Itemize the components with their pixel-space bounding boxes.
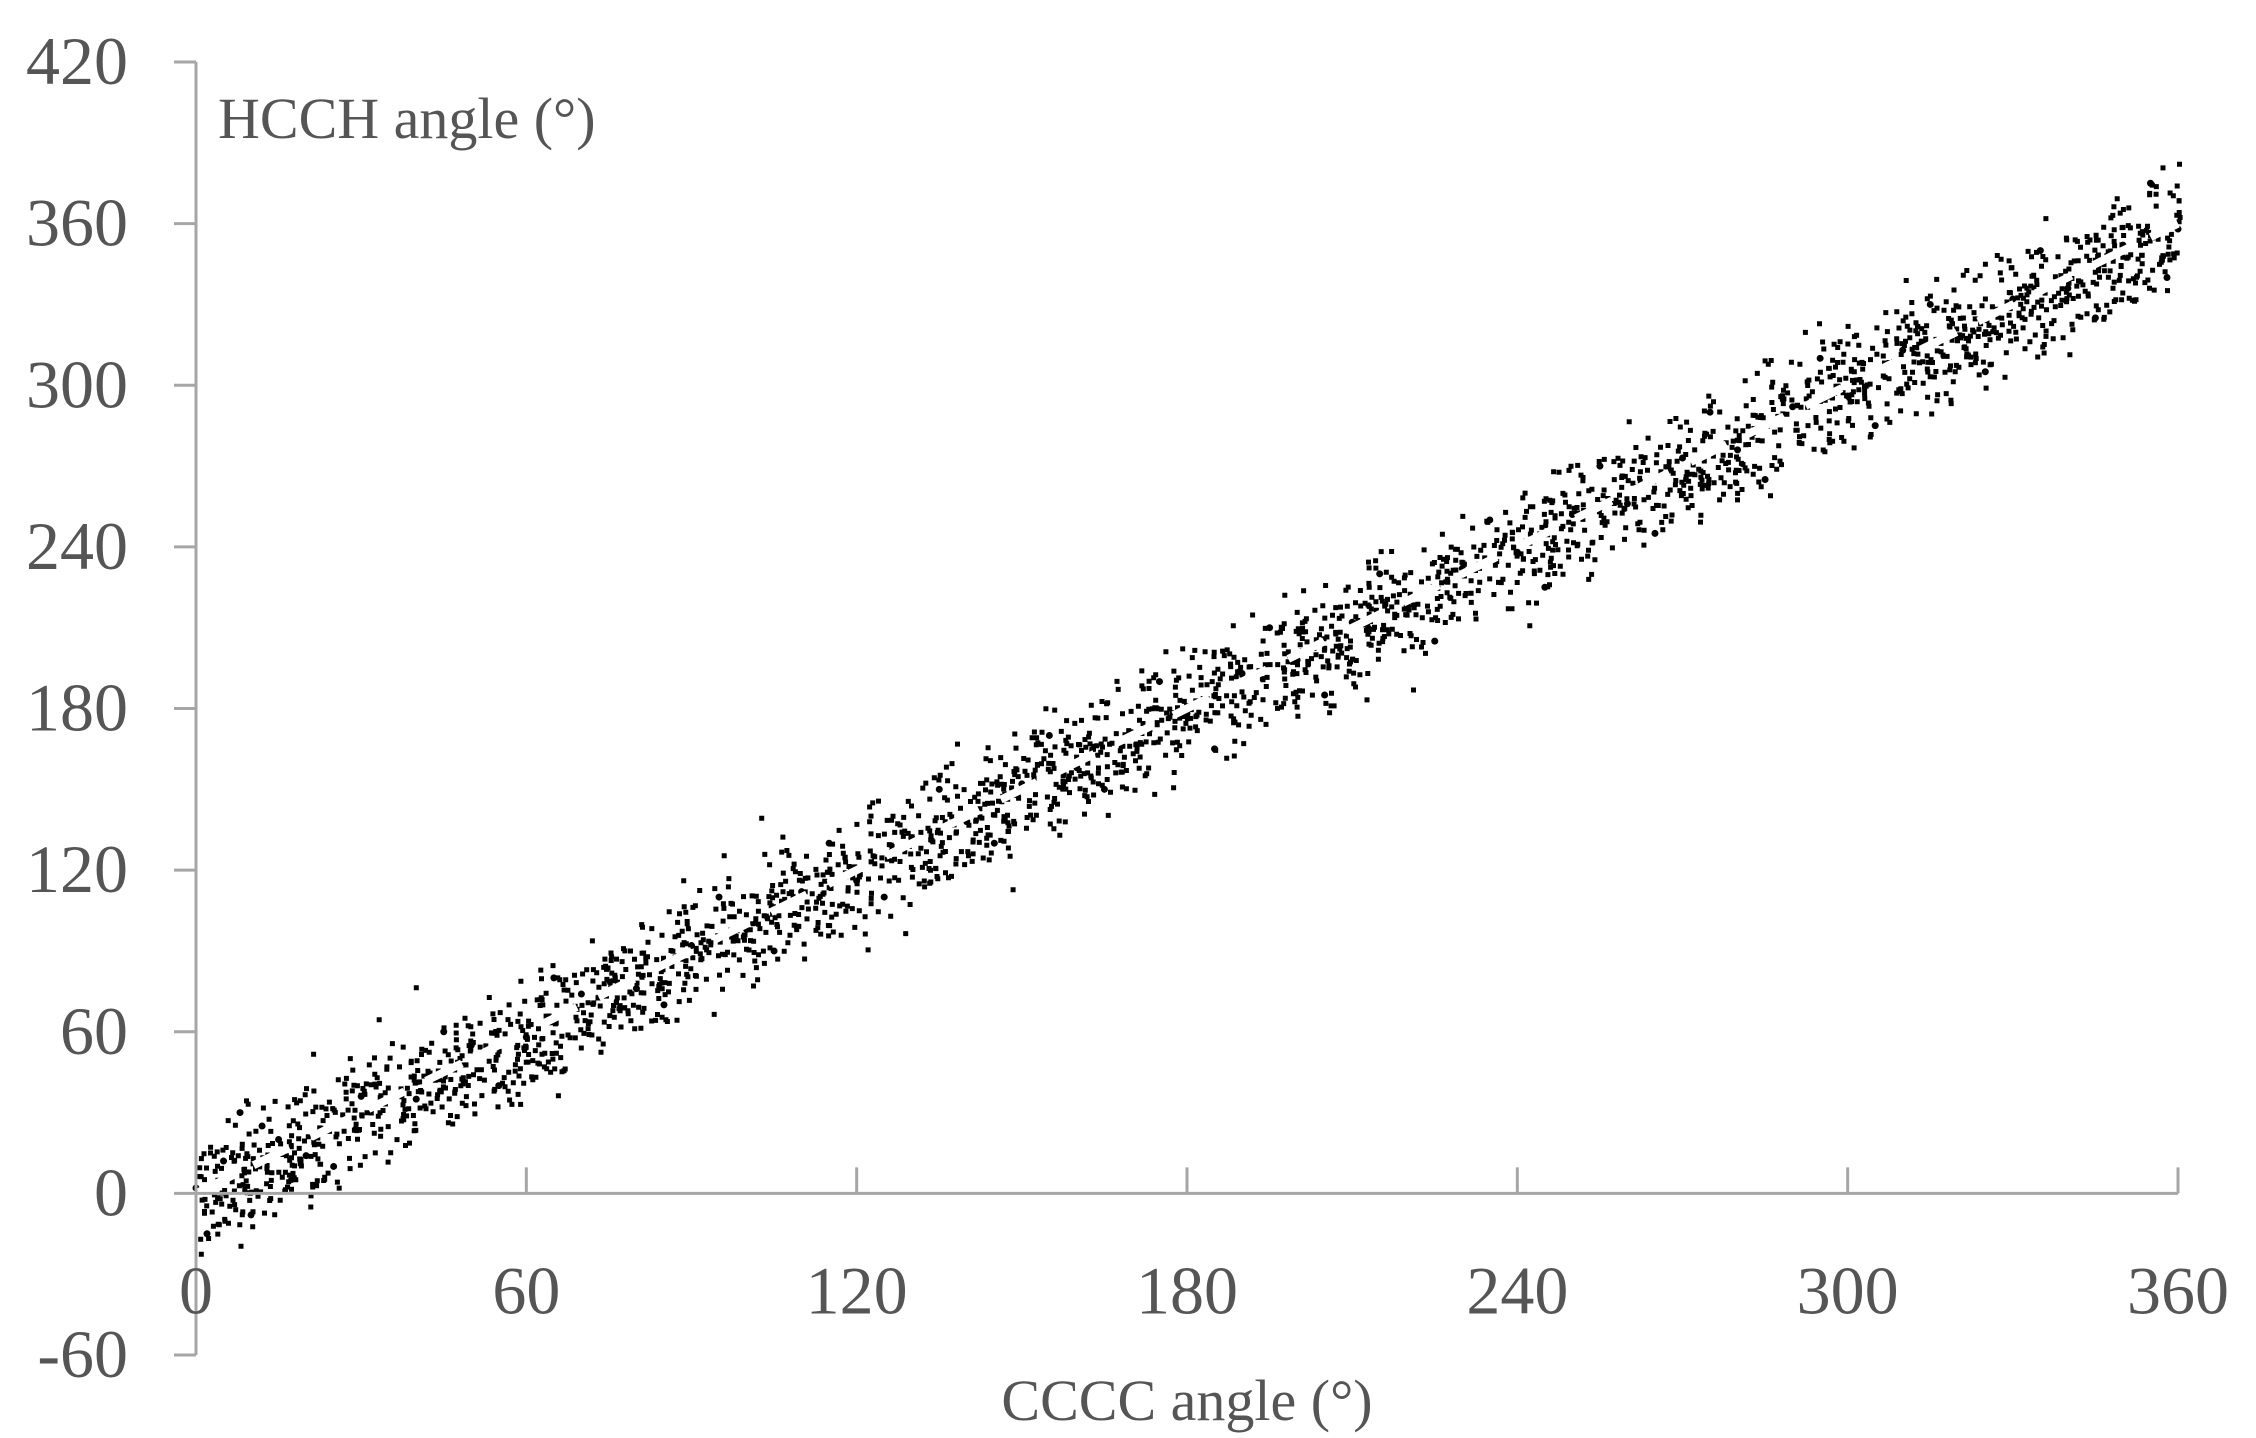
scatter-point (1045, 731, 1053, 739)
x-tick-label: 60 (492, 1252, 560, 1328)
y-tick-label: 120 (26, 831, 128, 907)
scatter-point (1844, 392, 1852, 400)
scatter-point (1321, 691, 1329, 699)
scatter-point (1486, 516, 1494, 524)
scatter-point (1266, 624, 1274, 632)
x-tick-label: 240 (1466, 1252, 1568, 1328)
scatter-point (330, 1162, 338, 1170)
scatter-point (302, 1152, 310, 1160)
scatter-point (1513, 548, 1521, 556)
x-tick-label: 180 (1136, 1252, 1238, 1328)
scatter-point (1238, 669, 1246, 677)
scatter-point (715, 893, 723, 901)
scatter-point (1431, 637, 1439, 645)
scatter-point (550, 974, 558, 982)
scatter-point (2091, 314, 2099, 322)
scatter-point (1211, 745, 1219, 753)
scatter-point (1981, 368, 1989, 376)
y-tick-label: 420 (26, 23, 128, 99)
scatter-point (2163, 274, 2171, 281)
scatter-point (412, 1095, 420, 1103)
scatter-point (247, 1211, 255, 1219)
scatter-point (1761, 476, 1769, 484)
scatter-point (275, 1136, 283, 1143)
data-points (192, 179, 2182, 1238)
scatter-point (853, 877, 861, 885)
scatter-point (467, 1041, 475, 1049)
scatter-point (495, 1082, 503, 1090)
scatter-point (203, 1230, 211, 1238)
scatter-point (880, 893, 888, 901)
y-tick-label: 240 (26, 508, 128, 584)
scatter-point (990, 839, 998, 847)
scatter-point (1568, 511, 1576, 519)
y-tick-label: 60 (60, 993, 128, 1069)
scatter-point (1596, 462, 1604, 470)
x-tick-label: 300 (1797, 1252, 1899, 1328)
scatter-point (2064, 284, 2072, 292)
scatter-point (577, 990, 585, 998)
scatter-point (632, 985, 640, 993)
scatter-point (2146, 179, 2154, 187)
scatter-point (1871, 422, 1879, 430)
scatter-point (1541, 583, 1549, 591)
scatter-point (522, 1033, 530, 1041)
scatter-point (440, 1028, 448, 1036)
y-tick-label: -60 (37, 1316, 128, 1392)
scatter-point (1651, 529, 1659, 537)
scatter-point (1623, 500, 1631, 508)
scatter-point (258, 1122, 266, 1130)
scatter-point (825, 839, 833, 847)
scatter-point (1679, 454, 1686, 462)
scatter-point (1926, 300, 1934, 308)
y-axis-title: HCCH angle (°) (218, 86, 596, 151)
scatter-point (1706, 408, 1714, 416)
x-tick-label: 360 (2127, 1252, 2229, 1328)
scatter-point (1376, 570, 1384, 578)
scatter-point (1816, 354, 1824, 362)
scatter-point (220, 1157, 228, 1165)
trend-line (194, 220, 2180, 1197)
x-tick-label: 0 (179, 1252, 213, 1328)
scatter-point (1100, 785, 1108, 793)
y-tick-label: 0 (94, 1154, 128, 1230)
scatter-point (688, 942, 695, 950)
axis-ticks: 420 360 300 240 180 120 60 0 -60 0 60 120 180 240 300 3… (26, 23, 2229, 1392)
scatter-point (2036, 247, 2044, 255)
scatter-point (236, 1109, 244, 1117)
scatter-point (1899, 346, 1907, 354)
y-tick-label: 300 (26, 346, 128, 422)
scatter-point (660, 1001, 668, 1009)
scatter-point (357, 1092, 365, 1100)
y-tick-label: 360 (26, 185, 128, 261)
scatter-point (935, 785, 943, 793)
scatter-point (770, 947, 778, 955)
scatter-point (1734, 446, 1742, 454)
x-axis-title: CCCC angle (°) (1001, 1368, 1372, 1433)
scatter-point (1789, 403, 1797, 411)
scatter-point (1155, 678, 1163, 686)
scatter-point (2009, 295, 2017, 303)
x-tick-label: 120 (806, 1252, 908, 1328)
y-tick-label: 180 (26, 670, 128, 746)
